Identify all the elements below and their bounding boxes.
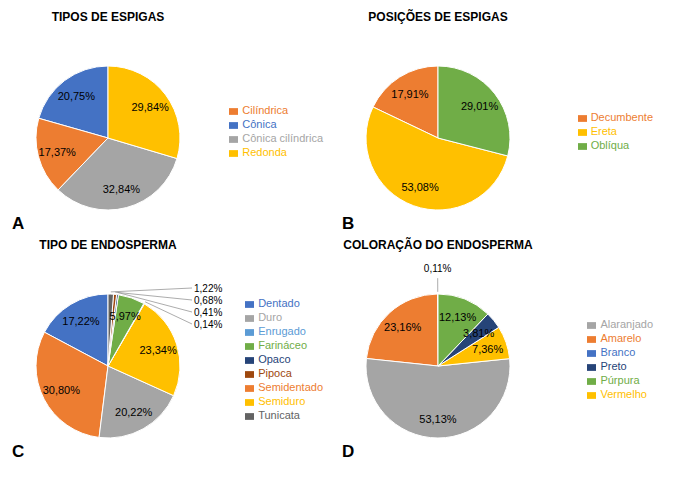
svg-text:20,75%: 20,75% bbox=[58, 90, 96, 102]
html-text:Preto: Preto bbox=[600, 360, 627, 372]
svg-text:32,84%: 32,84% bbox=[103, 183, 141, 195]
html-text:TIPOS DE ESPIGAS: TIPOS DE ESPIGAS bbox=[51, 10, 165, 24]
html-text:Alaranjado: Alaranjado bbox=[600, 318, 653, 330]
html-text:B: B bbox=[342, 214, 355, 233]
svg-text:29,84%: 29,84% bbox=[131, 101, 169, 113]
svg-text:29,01%: 29,01% bbox=[461, 100, 499, 112]
svg-text:0,68%: 0,68% bbox=[194, 295, 222, 306]
html-text:Branco: Branco bbox=[600, 346, 636, 358]
svg-text:20,22%: 20,22% bbox=[115, 406, 153, 418]
svg-text:7,36%: 7,36% bbox=[472, 343, 503, 355]
html-text:TIPO DE ENDOSPERMA: TIPO DE ENDOSPERMA bbox=[39, 238, 177, 252]
svg-text:17,91%: 17,91% bbox=[391, 88, 429, 100]
html-text:Cônica: Cônica bbox=[242, 118, 277, 130]
svg-text:3,81%: 3,81% bbox=[463, 327, 494, 339]
html-text:Duro: Duro bbox=[258, 311, 282, 323]
html-text:Vermelho: Vermelho bbox=[600, 388, 647, 400]
svg-text:0,14%: 0,14% bbox=[194, 319, 222, 330]
html-text:Farináceo: Farináceo bbox=[258, 339, 308, 351]
svg-text:23,16%: 23,16% bbox=[384, 321, 422, 333]
svg-text:30,80%: 30,80% bbox=[43, 384, 81, 396]
html-text:A: A bbox=[12, 214, 25, 233]
html-text:Cilíndrica: Cilíndrica bbox=[242, 104, 289, 116]
html-text:C: C bbox=[12, 442, 25, 461]
svg-text:53,08%: 53,08% bbox=[401, 181, 439, 193]
html-text:Semidentado: Semidentado bbox=[258, 381, 323, 393]
html-text:COLORAÇÃO DO ENDOSPERMA: COLORAÇÃO DO ENDOSPERMA bbox=[343, 238, 533, 252]
html-text:Dentado: Dentado bbox=[258, 297, 300, 309]
svg-text:0,41%: 0,41% bbox=[194, 307, 222, 318]
html-text:Enrugado: Enrugado bbox=[258, 325, 306, 337]
svg-text:53,13%: 53,13% bbox=[419, 413, 457, 425]
html-text:Cônica cilíndrica: Cônica cilíndrica bbox=[242, 132, 323, 144]
html-text:Oblíqua: Oblíqua bbox=[590, 139, 630, 151]
html-text:Redonda: Redonda bbox=[242, 146, 287, 158]
svg-text:0,11%: 0,11% bbox=[424, 263, 452, 274]
svg-text:5,97%: 5,97% bbox=[110, 310, 141, 322]
html-text:Opaco: Opaco bbox=[258, 353, 291, 365]
html-text:Pipoca: Pipoca bbox=[258, 367, 292, 379]
html-text:Amarelo: Amarelo bbox=[600, 332, 642, 344]
html-text:D: D bbox=[342, 442, 355, 461]
html-text:Púrpura: Púrpura bbox=[600, 374, 640, 386]
html-text:Semiduro: Semiduro bbox=[258, 395, 306, 407]
svg-text:17,22%: 17,22% bbox=[62, 315, 100, 327]
svg-text:23,34%: 23,34% bbox=[139, 344, 177, 356]
html-text:Decumbente: Decumbente bbox=[590, 111, 653, 123]
html-text:Ereta: Ereta bbox=[590, 125, 617, 137]
svg-text:17,37%: 17,37% bbox=[39, 146, 77, 158]
html-text:Tunicata: Tunicata bbox=[258, 409, 300, 421]
svg-text:12,13%: 12,13% bbox=[439, 311, 477, 323]
svg-text:1,22%: 1,22% bbox=[194, 283, 222, 294]
html-text:POSIÇÕES DE ESPIGAS: POSIÇÕES DE ESPIGAS bbox=[368, 10, 508, 24]
